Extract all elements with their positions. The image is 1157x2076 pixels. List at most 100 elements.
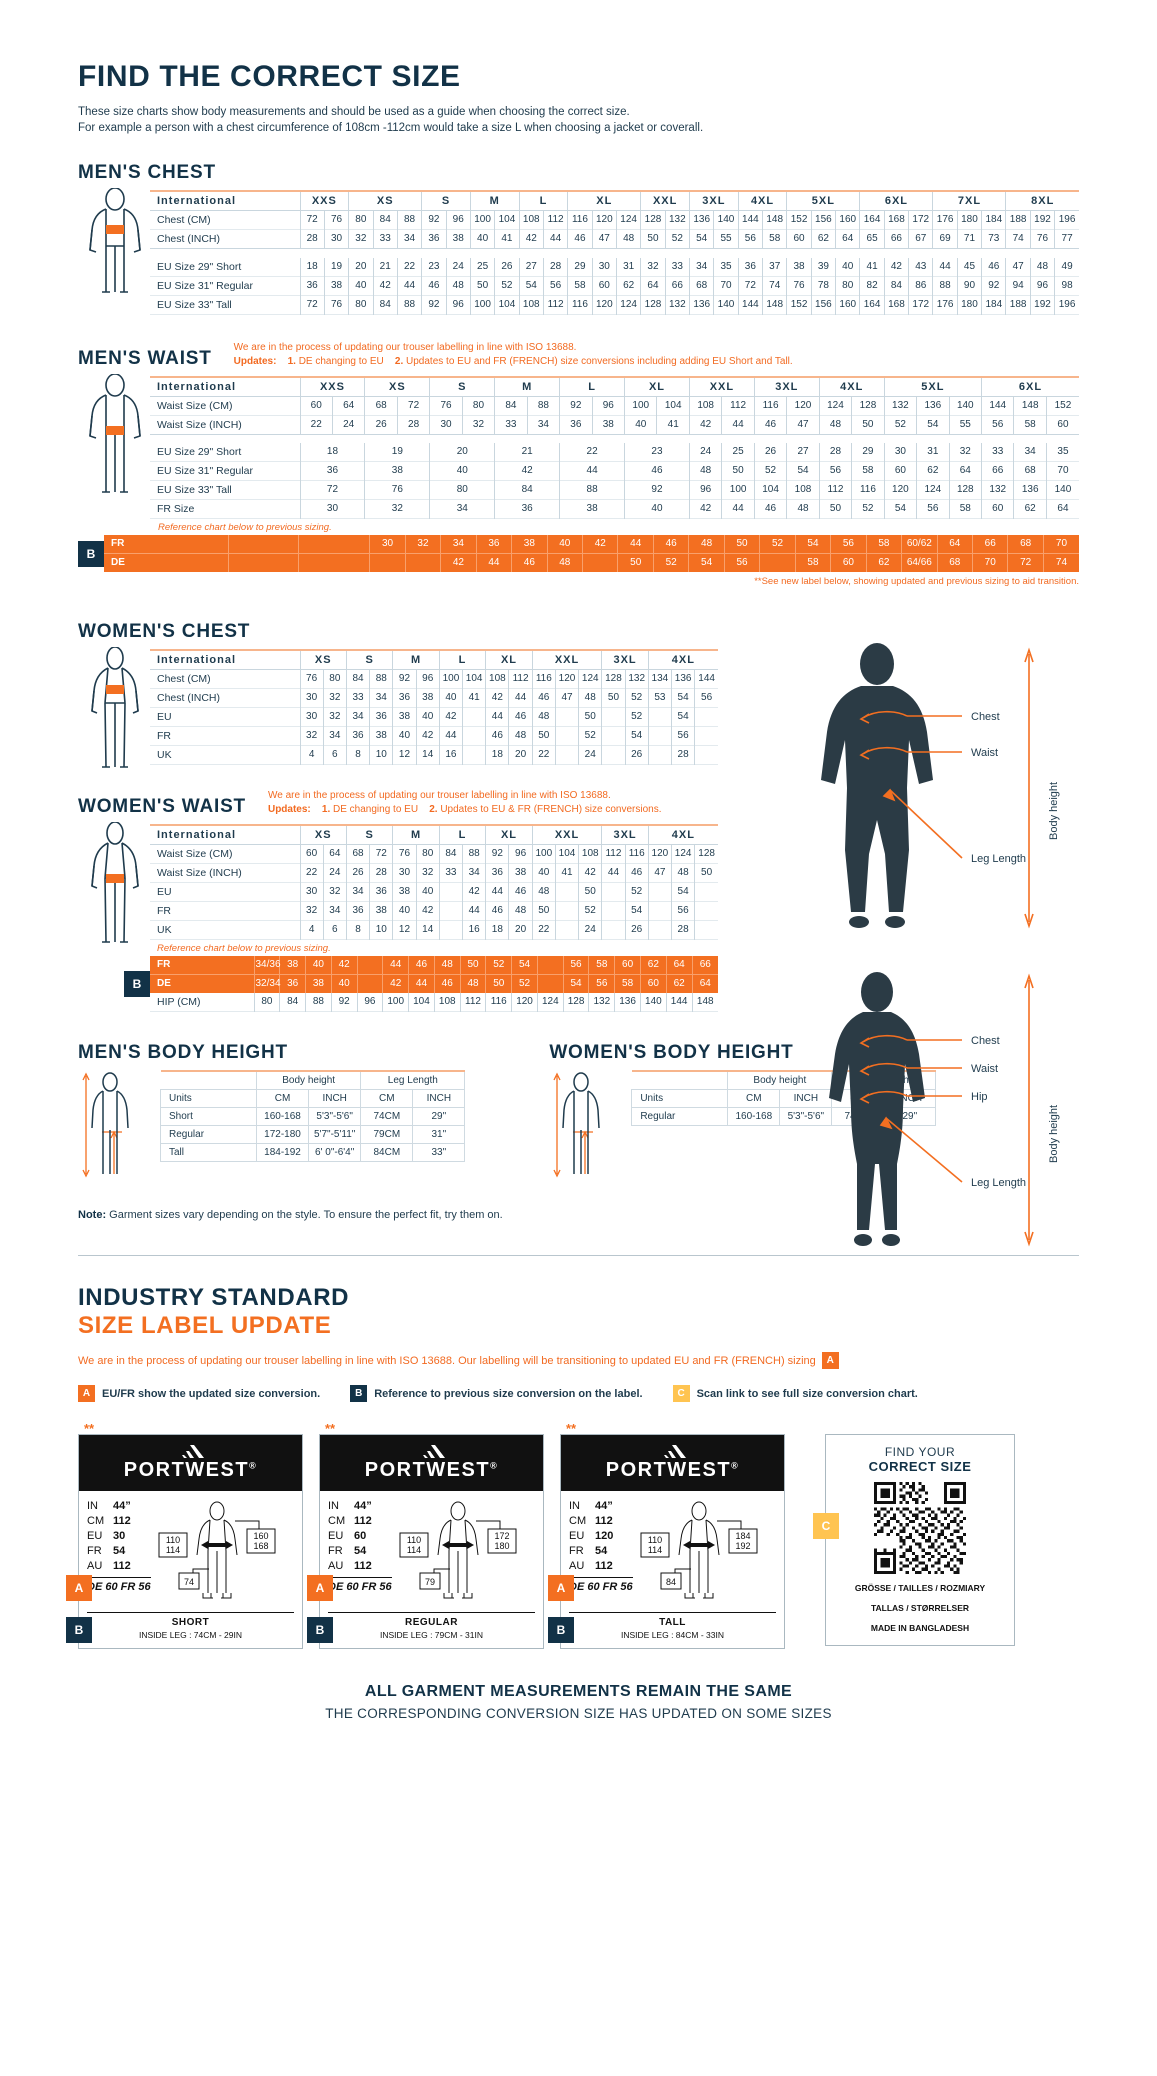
- table-cell: 38: [591, 415, 625, 434]
- section-womens-waist: WOMEN'S WAIST We are in the process of u…: [78, 789, 1079, 1012]
- table-cell: 88: [462, 844, 486, 864]
- table-cell: 100: [624, 396, 657, 415]
- table-cell: 42: [372, 276, 398, 295]
- table-cell: 48: [1029, 257, 1055, 276]
- table-cell: 40: [429, 461, 495, 481]
- table-row: Waist Size (INCH) 22 24 26 28 30 32 33 34 36 38 40 4…: [150, 863, 718, 883]
- bh-cell: 172-180: [256, 1125, 309, 1144]
- table-cell: [438, 920, 463, 940]
- industry-title-1: INDUSTRY STANDARD: [78, 1284, 350, 1311]
- qr-card-outer: ** C FIND YOUR CORRECT SIZE: [813, 1424, 1015, 1646]
- table-cell: 30: [323, 229, 349, 249]
- table-cell: 56: [818, 461, 852, 481]
- table-cell: 56: [542, 276, 568, 295]
- row-label: EU: [157, 711, 172, 723]
- table-cell: [462, 726, 486, 746]
- callout-height-min: 172: [494, 1531, 509, 1541]
- table-cell: [601, 920, 626, 940]
- table-cell: 84: [345, 669, 370, 689]
- callout-waist-min: 110: [165, 1535, 179, 1545]
- header-row-label: International: [157, 195, 237, 207]
- table-cell: 80: [348, 210, 374, 230]
- table-cell: 24: [322, 863, 347, 883]
- table-cell: 40: [624, 499, 690, 519]
- badge-a-label: A: [548, 1575, 574, 1601]
- bh-cell: 184-192: [256, 1143, 309, 1162]
- asterisk-marker: **: [566, 1421, 577, 1436]
- table-cell: 64: [1045, 499, 1079, 519]
- size-key: EU: [569, 1530, 585, 1542]
- table-cell: 36: [299, 276, 325, 295]
- orange-table-cell: [759, 553, 796, 572]
- mens-chest-title: MEN'S CHEST: [78, 162, 216, 183]
- table-cell: 24: [578, 745, 602, 765]
- size-row-eu: EU 60: [328, 1529, 392, 1544]
- table-cell: 188: [1005, 295, 1031, 314]
- table-cell: 58: [762, 229, 787, 249]
- bottom-note-2: THE CORRESPONDING CONVERSION SIZE HAS UP…: [325, 1706, 832, 1721]
- legend-item-b: B Reference to previous size conversion …: [350, 1385, 643, 1402]
- mens-waist-figure: [78, 373, 150, 520]
- size-row-eu: EU 120: [569, 1529, 633, 1544]
- table-cell: 80: [322, 669, 347, 689]
- orange-table-cell: 54: [511, 956, 538, 975]
- row-label: EU Size 33" Tall: [157, 298, 232, 311]
- badge-a-label: A: [66, 1575, 92, 1601]
- size-value: 30: [113, 1530, 126, 1542]
- table-cell: 40: [348, 276, 374, 295]
- size-header-6xl: 6XL: [859, 191, 933, 211]
- table-cell: 72: [396, 396, 430, 415]
- size-value: 60: [354, 1530, 367, 1542]
- table-cell: [554, 882, 579, 902]
- table-cell: 24: [445, 257, 471, 276]
- table-cell: 58: [948, 499, 982, 519]
- size-row-fr: FR 54: [569, 1544, 633, 1559]
- callout-height-max: 192: [735, 1541, 750, 1551]
- table-cell: 47: [647, 863, 672, 883]
- garment-note: Note: Garment sizes vary depending on th…: [78, 1209, 1079, 1221]
- table-cell: 104: [656, 396, 690, 415]
- badge-b-legend: B: [350, 1385, 368, 1402]
- table-cell: 77: [1054, 229, 1079, 249]
- table-cell: [694, 726, 718, 746]
- table-cell: 26: [345, 863, 370, 883]
- table-row: EU Size 31" Regular 36 38 40 42 44 46 48 50 52 54 5…: [150, 276, 1079, 295]
- table-cell: 84: [372, 295, 398, 314]
- table-cell: 36: [369, 707, 393, 727]
- table-cell: 96: [445, 295, 471, 314]
- table-cell: 37: [762, 257, 787, 276]
- row-label: Chest (INCH): [157, 233, 221, 245]
- size-header-3xl: 3XL: [689, 191, 739, 211]
- size-row-au: AU 112: [328, 1559, 392, 1574]
- table-cell: 30: [591, 257, 617, 276]
- table-cell: 108: [518, 295, 544, 314]
- table-cell: [647, 745, 672, 765]
- orange-table-cell: 58: [588, 956, 615, 975]
- table-cell: 124: [615, 295, 641, 314]
- table-cell: 26: [753, 443, 787, 462]
- table-cell: 54: [670, 882, 695, 902]
- table-cell: 12: [392, 745, 417, 765]
- bh-cell: 160-168: [727, 1107, 781, 1126]
- hip-cell: 120: [511, 993, 538, 1012]
- table-cell: 4: [299, 920, 324, 940]
- row-label: UK: [157, 924, 172, 936]
- table-cell: 35: [1045, 443, 1079, 462]
- table-row: EU 30 32 34 36 38 40 42 44 46 48 50 52 54: [150, 882, 718, 902]
- orange-table-cell: 56: [562, 956, 589, 975]
- table-cell: 92: [624, 480, 690, 500]
- fit-name: SHORT: [171, 1617, 210, 1628]
- orange-table-cell: 54: [562, 974, 589, 993]
- table-cell: 92: [392, 669, 417, 689]
- table-cell: 42: [883, 257, 909, 276]
- table-row: Chest (CM) 72 76 80 84 88 92 96 100 104 108 112 116 1…: [150, 210, 1079, 230]
- table-cell: 46: [624, 863, 649, 883]
- womens-chest-title: WOMEN'S CHEST: [78, 621, 251, 642]
- hip-cell: 80: [253, 993, 280, 1012]
- table-cell: 76: [364, 480, 430, 500]
- qr-code-icon[interactable]: [874, 1482, 966, 1574]
- garment-label: PORTWEST® A B IN 44” CM 112 EU 120 FR 54 AU 112 DE 60…: [548, 1434, 785, 1649]
- bh-cell: 79CM: [360, 1125, 414, 1144]
- table-cell: [601, 707, 626, 727]
- table-cell: 184: [981, 210, 1006, 230]
